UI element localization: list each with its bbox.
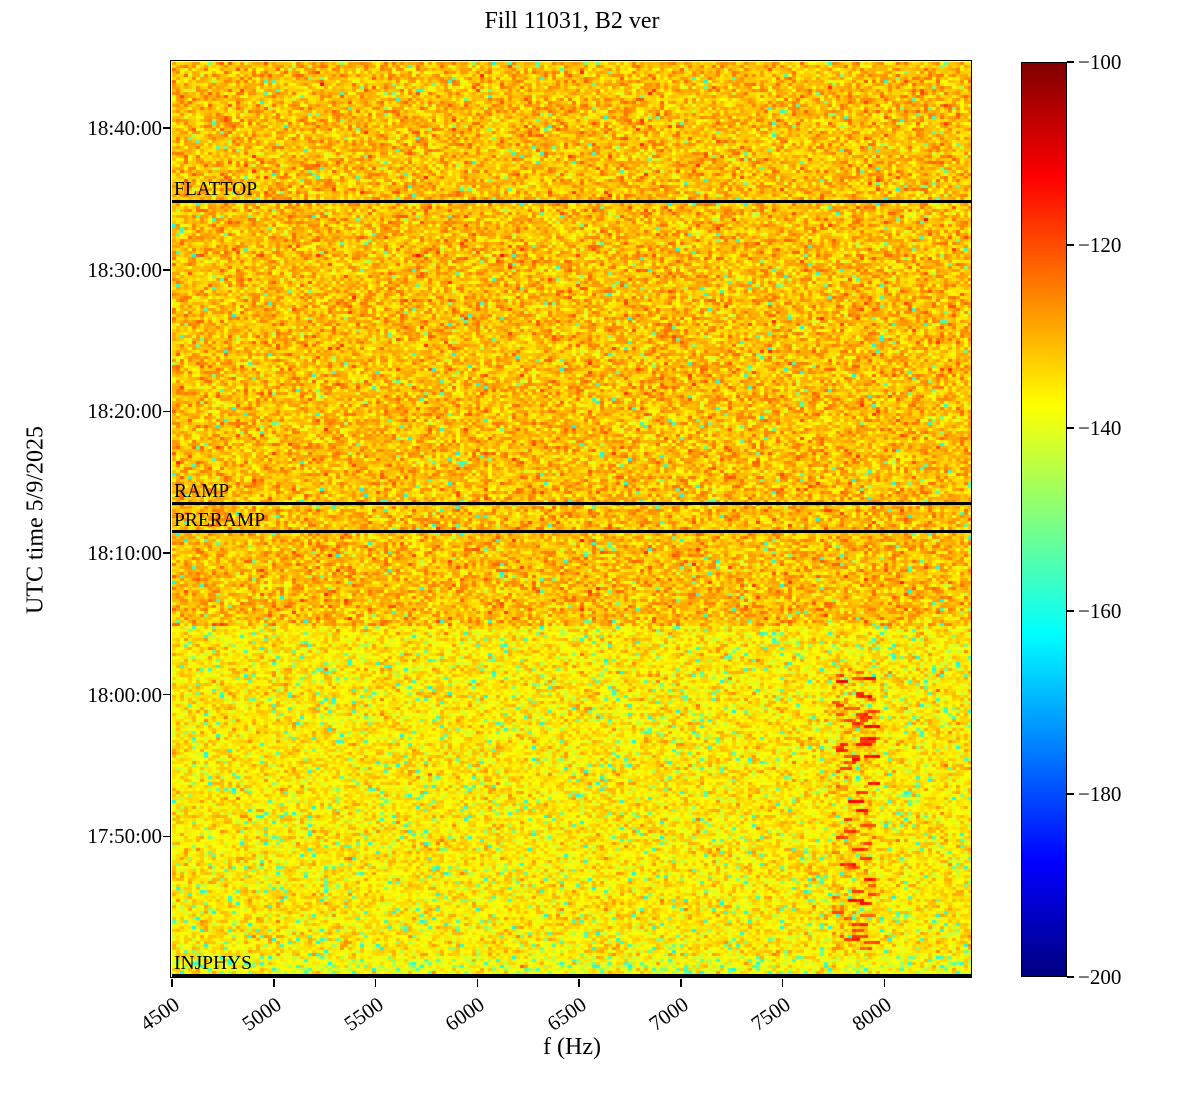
y-axis-tick xyxy=(163,552,171,554)
spectrogram-canvas xyxy=(172,62,972,978)
x-axis-tick-label: 4500 xyxy=(135,992,184,1036)
annotation-line-ramp xyxy=(172,501,972,505)
x-axis-tick-label: 5000 xyxy=(237,992,286,1036)
colorbar-tick-label: −120 xyxy=(1078,233,1122,257)
y-axis-tick-label: 18:10:00 xyxy=(87,541,162,566)
x-axis-tick-label: 5500 xyxy=(339,992,388,1036)
y-axis-tick-label: 18:00:00 xyxy=(87,682,162,707)
y-axis-tick xyxy=(163,693,171,696)
x-axis-label: f (Hz) xyxy=(543,1034,601,1060)
colorbar xyxy=(1021,62,1067,977)
colorbar-tick-label: −140 xyxy=(1078,416,1122,440)
y-axis-tick xyxy=(163,835,171,838)
x-axis-tick xyxy=(883,979,886,987)
colorbar-tick-label: −200 xyxy=(1078,965,1122,989)
colorbar-tick xyxy=(1067,427,1074,429)
x-axis-tick-label: 7500 xyxy=(746,992,795,1036)
colorbar-tick-label: −160 xyxy=(1078,599,1122,623)
annotation-line-injphys xyxy=(172,973,972,977)
y-axis-tick-label: 18:40:00 xyxy=(87,116,162,141)
x-axis-tick-label: 6000 xyxy=(440,992,490,1036)
colorbar-tick xyxy=(1067,976,1074,978)
x-axis-tick-label: 8000 xyxy=(848,992,897,1036)
x-axis-tick xyxy=(476,979,479,987)
colorbar-tick-label: −100 xyxy=(1078,50,1122,74)
x-axis-tick-label: 6500 xyxy=(542,992,591,1036)
annotation-line-preramp xyxy=(172,530,972,534)
x-axis-tick-label: 7000 xyxy=(644,992,693,1036)
y-axis-tick-label: 17:50:00 xyxy=(87,824,162,849)
x-axis-tick xyxy=(171,979,173,987)
annotation-label-flattop: FLATTOP xyxy=(174,179,258,201)
annotation-label-ramp: RAMP xyxy=(174,481,230,503)
y-axis-tick xyxy=(163,127,171,129)
colorbar-tick xyxy=(1067,61,1074,63)
x-axis-tick xyxy=(781,979,784,987)
chart-title: Fill 11031, B2 ver xyxy=(484,8,660,34)
annotation-label-preramp: PRERAMP xyxy=(174,509,266,531)
colorbar-tick xyxy=(1067,793,1074,795)
annotation-label-injphys: INJPHYS xyxy=(174,953,253,974)
x-axis-tick xyxy=(578,979,580,987)
y-axis-tick-label: 18:30:00 xyxy=(87,257,162,282)
x-axis-tick xyxy=(272,979,275,987)
colorbar-tick-label: −180 xyxy=(1078,782,1122,806)
y-axis-label: UTC time 5/9/2025 xyxy=(22,426,49,614)
colorbar-tick xyxy=(1067,610,1074,612)
annotation-line-flattop xyxy=(172,199,972,203)
y-axis-tick xyxy=(163,410,171,413)
x-axis-tick xyxy=(374,979,377,987)
plot-area xyxy=(172,62,972,978)
x-axis-tick xyxy=(680,979,682,987)
y-axis-tick-label: 18:20:00 xyxy=(87,399,162,424)
colorbar-tick xyxy=(1067,244,1074,246)
y-axis-tick xyxy=(163,268,171,271)
